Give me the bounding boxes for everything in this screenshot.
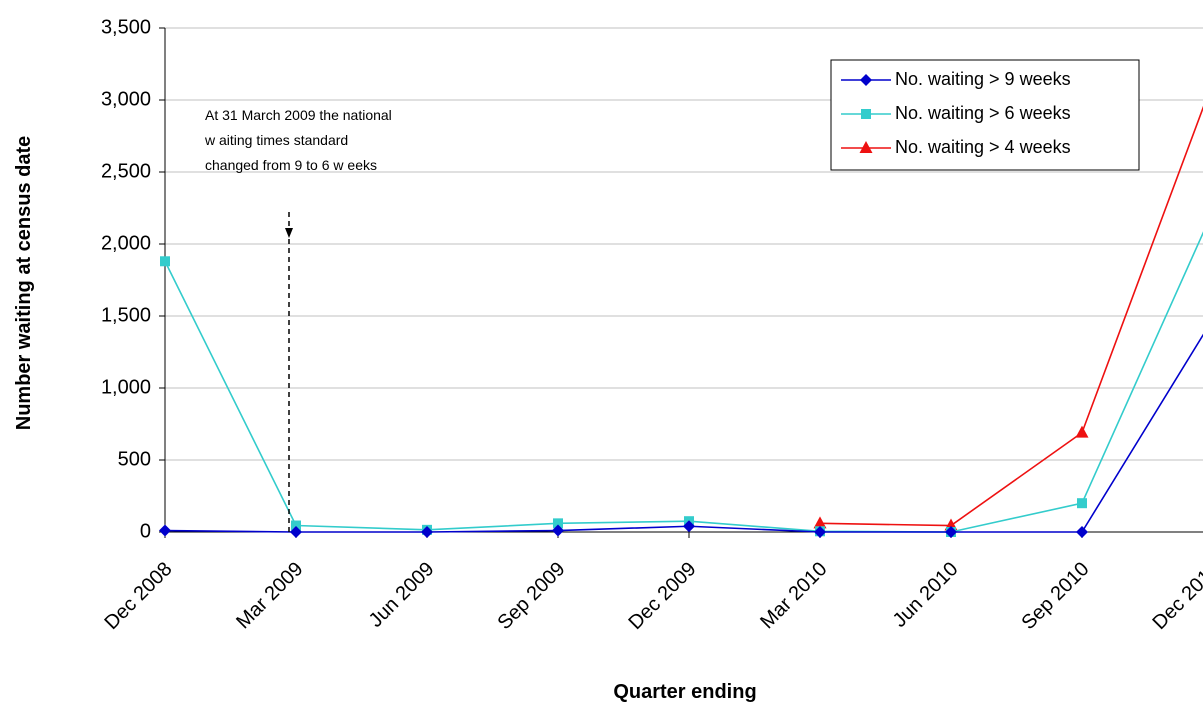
x-tick-label: Jun 2009 — [365, 558, 439, 632]
x-tick-label: Sep 2010 — [1017, 558, 1093, 634]
data-point — [553, 518, 563, 529]
data-point — [291, 520, 301, 531]
x-tick-label: Sep 2009 — [493, 558, 569, 634]
data-point — [1075, 425, 1089, 438]
y-axis-title: Number waiting at census date — [13, 136, 35, 431]
data-point — [160, 256, 170, 267]
data-point — [1076, 526, 1088, 538]
series-line — [819, 105, 1203, 527]
data-point — [814, 526, 826, 538]
data-point — [552, 524, 564, 537]
y-tick-label: 3,500 — [101, 16, 151, 38]
data-point — [159, 524, 171, 537]
y-tick-label: 3,000 — [101, 88, 151, 110]
annotation-arrow — [285, 228, 293, 238]
y-tick-label: 0 — [140, 520, 151, 542]
x-tick-label: Mar 2010 — [756, 558, 831, 633]
series-group — [159, 105, 1203, 538]
y-tick-label: 1,500 — [101, 304, 151, 326]
series-line — [164, 231, 1203, 533]
x-tick-label: Mar 2009 — [232, 558, 307, 633]
data-point — [945, 526, 957, 538]
data-point — [421, 526, 433, 538]
legend-label: No. waiting > 4 weeks — [895, 137, 1071, 157]
x-tick-labels: Dec 2008 Mar 2009 Jun 2009 Sep 2009 Dec 2009… — [100, 558, 1203, 634]
legend-box — [830, 59, 1140, 171]
legend-item: No. waiting > 4 weeks — [841, 137, 1071, 157]
x-tick-label: Dec 2009 — [624, 558, 700, 634]
legend-label: No. waiting > 9 weeks — [895, 69, 1071, 89]
legend-item: No. waiting > 9 weeks — [841, 69, 1071, 89]
y-tick-label: 500 — [118, 448, 151, 470]
y-tick-label: 1,000 — [101, 376, 151, 398]
annotation: At 31 March 2009 the national w aiting t… — [204, 107, 392, 532]
y-tick-label: 2,500 — [101, 160, 151, 182]
legend-item: No. waiting > 6 weeks — [841, 103, 1071, 123]
legend-marker — [860, 74, 872, 86]
series-2 — [160, 231, 1203, 537]
series-1 — [159, 333, 1203, 538]
series-3 — [813, 105, 1203, 531]
y-tick-label: 2,000 — [101, 232, 151, 254]
annotation-text-line-1: At 31 March 2009 the national — [205, 107, 392, 123]
legend-label: No. waiting > 6 weeks — [895, 103, 1071, 123]
data-point — [683, 520, 695, 533]
x-tick-label: Jun 2010 — [889, 558, 963, 632]
x-tick-label: Dec 2008 — [100, 558, 176, 634]
y-tick-labels: 0 500 1,000 1,500 2,000 2,500 3,000 3,500 — [101, 16, 151, 542]
series-line — [164, 333, 1203, 533]
annotation-text-line-2: w aiting times standard — [204, 132, 348, 148]
legend: No. waiting > 9 weeks No. waiting > 6 wee… — [830, 59, 1140, 171]
gridlines — [159, 27, 1203, 533]
x-axis-title: Quarter ending — [613, 681, 756, 703]
data-point — [290, 526, 302, 538]
legend-marker — [859, 141, 873, 153]
data-point — [813, 516, 827, 529]
x-tick-label: Dec 2010 — [1148, 558, 1203, 634]
data-point — [1077, 498, 1087, 509]
annotation-text-line-3: changed from 9 to 6 w eeks — [205, 157, 377, 173]
legend-marker — [861, 109, 871, 119]
